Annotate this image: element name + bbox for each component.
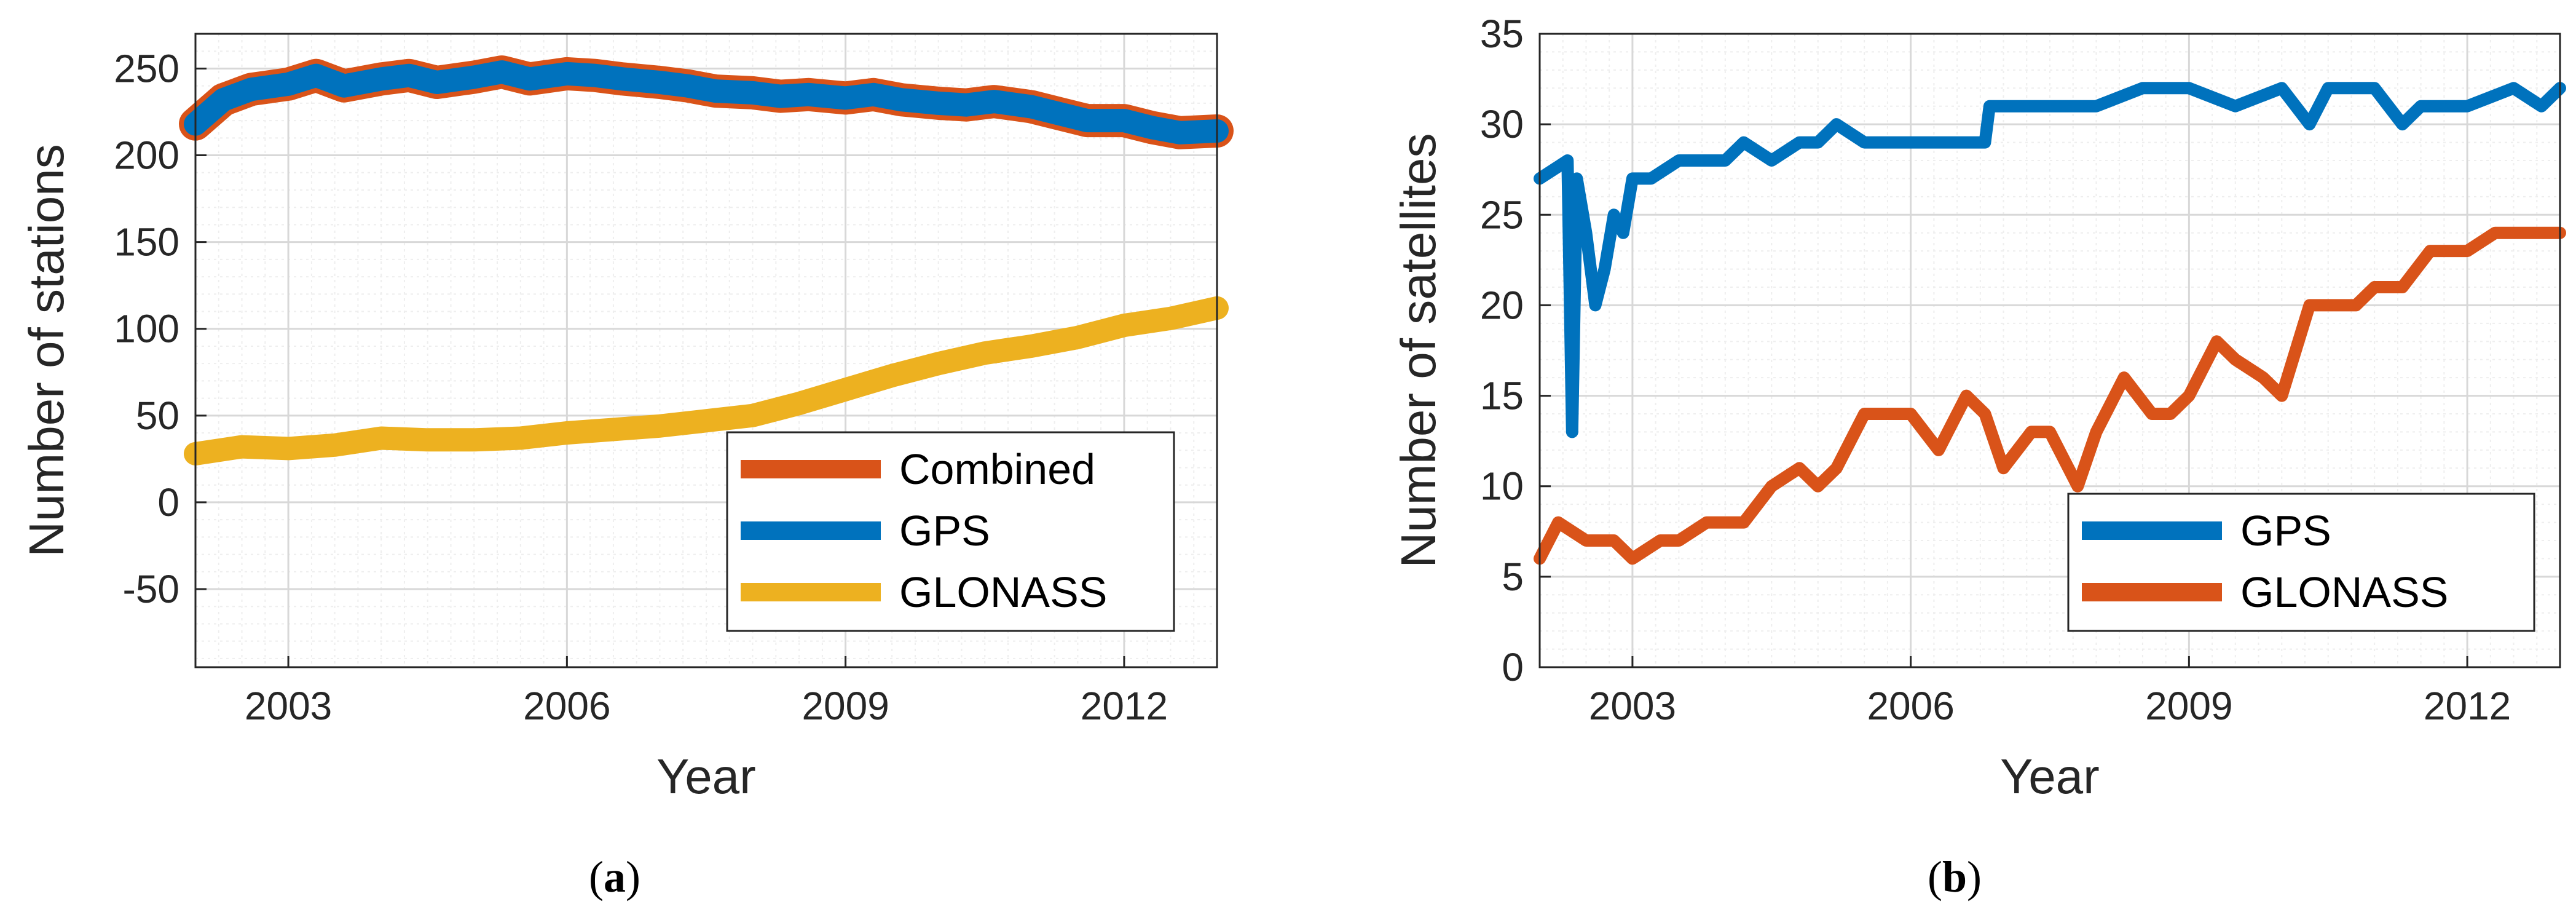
axes-box-a xyxy=(194,33,1218,668)
legend-label: GLONASS xyxy=(2240,568,2448,616)
caption-close-paren: ) xyxy=(626,852,640,901)
series-line-gps xyxy=(184,60,1229,145)
x-axis-label: Year xyxy=(2000,749,2100,804)
legend-label: GLONASS xyxy=(899,568,1107,616)
x-tick-label: 2006 xyxy=(523,684,610,728)
y-tick-label: 200 xyxy=(114,133,179,178)
legend-label: Combined xyxy=(899,445,1095,493)
y-tick-label: 5 xyxy=(1502,555,1524,599)
caption-close-paren: ) xyxy=(1967,852,1982,901)
y-tick-label: 50 xyxy=(136,394,179,438)
y-tick-label: 15 xyxy=(1480,374,1524,418)
series-group-a xyxy=(179,55,1234,465)
x-axis-label: Year xyxy=(656,749,756,804)
caption-open-paren: ( xyxy=(589,852,604,901)
y-axis-label: Number of stations xyxy=(19,144,74,557)
legend-b: GPS GLONASS xyxy=(2067,493,2535,632)
panel-a: 2003 2006 2009 2012 -50 0 50 100 150 200 250 Year Nu… xyxy=(19,33,1234,901)
x-tick-label: 2012 xyxy=(1081,684,1168,728)
y-tick-label: 30 xyxy=(1480,102,1524,146)
y-tick-label: 0 xyxy=(157,480,179,525)
y-tick-label: 100 xyxy=(114,307,179,351)
x-tick-label: 2006 xyxy=(1867,684,1954,728)
caption-letter: a xyxy=(604,852,626,901)
series-line-gps xyxy=(1534,82,2566,438)
y-tick-label: 250 xyxy=(114,46,179,90)
legend-label: GPS xyxy=(2240,507,2331,555)
y-axis-label: Number of satellites xyxy=(1391,133,1446,568)
panel-b: 2003 2006 2009 2012 0 5 10 15 20 25 30 35 Year Number… xyxy=(1391,12,2566,901)
legend-label: GPS xyxy=(899,507,990,555)
caption-letter: b xyxy=(1942,852,1967,901)
x-tick-label: 2012 xyxy=(2424,684,2511,728)
y-tick-label: 35 xyxy=(1480,12,1524,56)
caption-b: (b) xyxy=(1928,852,1982,901)
series-line-glonass xyxy=(184,296,1229,465)
major-grid-a xyxy=(195,34,1217,667)
y-tick-label: 150 xyxy=(114,220,179,264)
caption-a: (a) xyxy=(589,852,640,901)
y-tick-label: 0 xyxy=(1502,645,1524,689)
axes-box-b xyxy=(1538,33,2561,668)
y-tick-label: -50 xyxy=(123,567,180,611)
x-tick-label: 2003 xyxy=(245,684,332,728)
series-group-b xyxy=(1534,82,2566,565)
legend-a: Combined GPS GLONASS xyxy=(726,431,1175,632)
series-line-glonass xyxy=(1534,226,2566,565)
x-tick-label: 2009 xyxy=(802,684,889,728)
y-tick-label: 25 xyxy=(1480,192,1524,237)
y-tick-label: 10 xyxy=(1480,464,1524,509)
legend-box xyxy=(2067,493,2535,632)
x-tick-label: 2003 xyxy=(1589,684,1676,728)
y-tick-label: 20 xyxy=(1480,283,1524,327)
caption-open-paren: ( xyxy=(1928,852,1942,901)
x-tick-label: 2009 xyxy=(2145,684,2232,728)
